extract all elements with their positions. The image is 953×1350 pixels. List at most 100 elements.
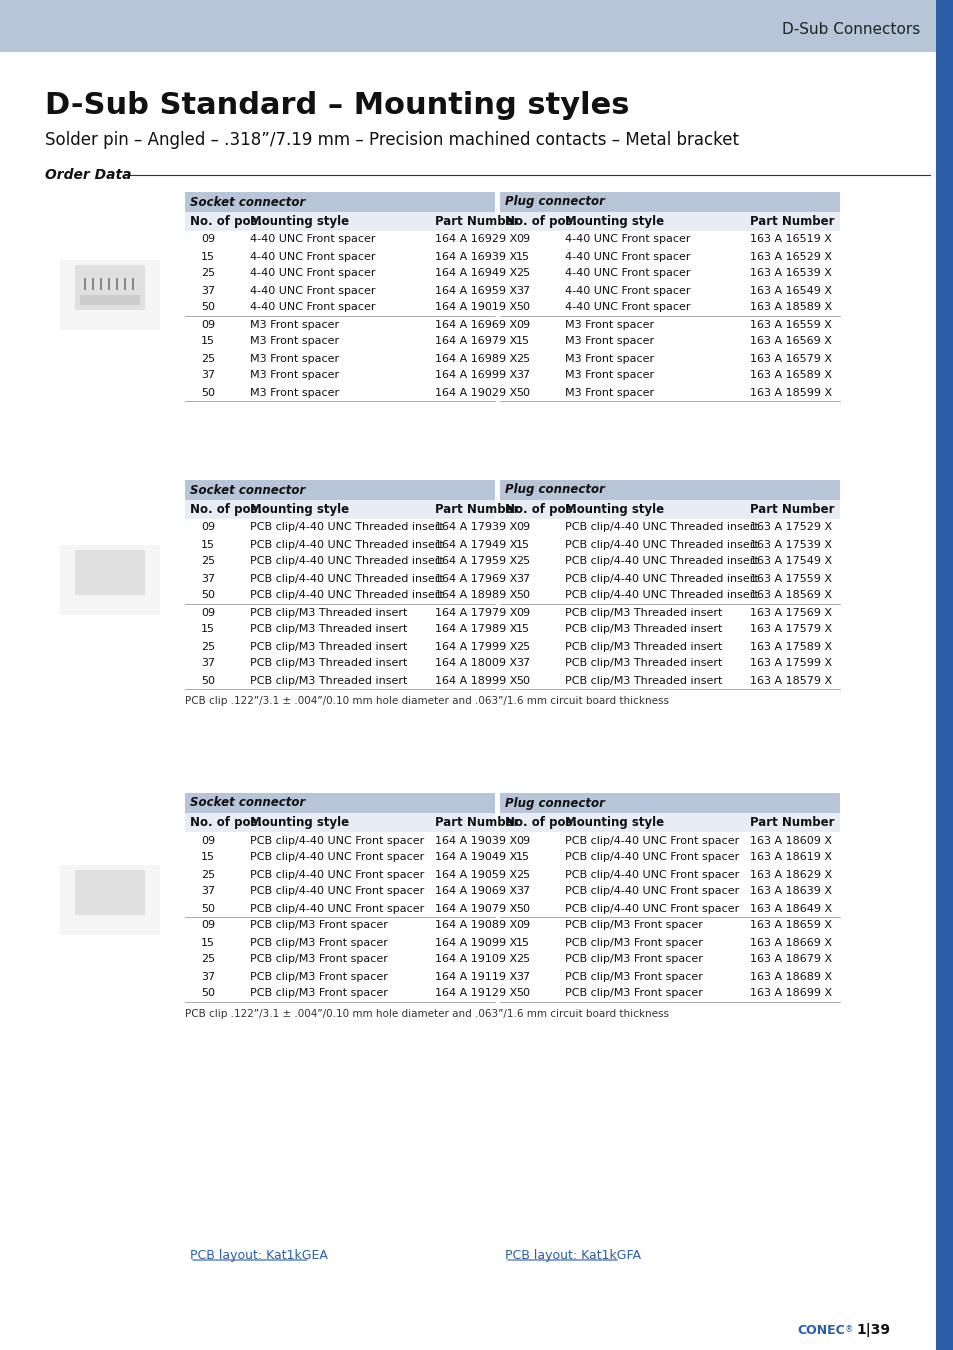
Text: 4-40 UNC Front spacer: 4-40 UNC Front spacer — [564, 251, 690, 262]
Text: PCB clip/M3 Front spacer: PCB clip/M3 Front spacer — [564, 921, 702, 930]
Text: 163 A 16519 X: 163 A 16519 X — [749, 235, 831, 244]
Text: 4-40 UNC Front spacer: 4-40 UNC Front spacer — [250, 302, 375, 312]
Text: 164 A 16959 X: 164 A 16959 X — [435, 285, 517, 296]
Bar — [108, 278, 110, 290]
Bar — [185, 192, 495, 212]
Text: 163 A 18609 X: 163 A 18609 X — [749, 836, 831, 845]
Text: 163 A 17569 X: 163 A 17569 X — [749, 608, 831, 617]
Text: M3 Front spacer: M3 Front spacer — [250, 370, 338, 381]
Text: PCB clip/M3 Threaded insert: PCB clip/M3 Threaded insert — [564, 675, 721, 686]
Text: 09: 09 — [516, 608, 530, 617]
Text: M3 Front spacer: M3 Front spacer — [250, 320, 338, 329]
Text: 164 A 19069 X: 164 A 19069 X — [435, 887, 517, 896]
Text: PCB clip/4-40 UNC Threaded insert: PCB clip/4-40 UNC Threaded insert — [250, 540, 443, 549]
Text: 25: 25 — [516, 869, 530, 879]
Text: 37: 37 — [201, 972, 214, 981]
Text: 164 A 19019 X: 164 A 19019 X — [435, 302, 517, 312]
Text: PCB clip/4-40 UNC Threaded insert: PCB clip/4-40 UNC Threaded insert — [250, 522, 443, 532]
Text: 164 A 17999 X: 164 A 17999 X — [435, 641, 517, 652]
Text: 37: 37 — [201, 370, 214, 381]
Text: 164 A 17949 X: 164 A 17949 X — [435, 540, 517, 549]
Text: 50: 50 — [516, 988, 530, 999]
Text: 163 A 17549 X: 163 A 17549 X — [749, 556, 831, 567]
Text: 15: 15 — [201, 540, 214, 549]
Text: PCB clip/4-40 UNC Front spacer: PCB clip/4-40 UNC Front spacer — [564, 903, 739, 914]
Text: 09: 09 — [516, 522, 530, 532]
Bar — [185, 481, 495, 500]
Text: PCB clip/M3 Front spacer: PCB clip/M3 Front spacer — [250, 972, 388, 981]
Text: 15: 15 — [201, 251, 214, 262]
Text: 15: 15 — [201, 937, 214, 948]
Text: M3 Front spacer: M3 Front spacer — [250, 354, 338, 363]
Text: M3 Front spacer: M3 Front spacer — [564, 370, 654, 381]
Bar — [132, 278, 133, 290]
Text: 09: 09 — [201, 235, 214, 244]
Text: 163 A 18579 X: 163 A 18579 X — [749, 675, 831, 686]
Text: 25: 25 — [516, 269, 530, 278]
Text: 50: 50 — [201, 302, 214, 312]
Text: Part Number: Part Number — [435, 215, 519, 228]
Text: 164 A 19089 X: 164 A 19089 X — [435, 921, 517, 930]
Bar — [185, 792, 495, 813]
Text: 15: 15 — [516, 540, 530, 549]
Text: 50: 50 — [516, 387, 530, 397]
Text: 4-40 UNC Front spacer: 4-40 UNC Front spacer — [564, 269, 690, 278]
Text: 50: 50 — [201, 988, 214, 999]
Text: PCB clip/M3 Threaded insert: PCB clip/M3 Threaded insert — [564, 641, 721, 652]
Text: PCB clip/4-40 UNC Front spacer: PCB clip/4-40 UNC Front spacer — [564, 887, 739, 896]
Text: 50: 50 — [516, 590, 530, 601]
Text: PCB clip/M3 Front spacer: PCB clip/M3 Front spacer — [250, 921, 388, 930]
Text: No. of pos.: No. of pos. — [190, 815, 262, 829]
Text: D-Sub Standard – Mounting styles: D-Sub Standard – Mounting styles — [45, 90, 629, 120]
Text: Mounting style: Mounting style — [564, 215, 663, 228]
Text: 25: 25 — [201, 869, 214, 879]
Text: PCB clip/M3 Front spacer: PCB clip/M3 Front spacer — [250, 954, 388, 964]
Text: PCB layout: Kat1kGFA: PCB layout: Kat1kGFA — [504, 1249, 640, 1261]
Bar — [499, 500, 840, 518]
Text: 37: 37 — [201, 574, 214, 583]
Text: ®: ® — [844, 1326, 852, 1335]
Text: M3 Front spacer: M3 Front spacer — [250, 387, 338, 397]
Text: 09: 09 — [516, 235, 530, 244]
Text: Solder pin – Angled – .318”/7.19 mm – Precision machined contacts – Metal bracke: Solder pin – Angled – .318”/7.19 mm – Pr… — [45, 131, 739, 148]
Text: 164 A 18999 X: 164 A 18999 X — [435, 675, 517, 686]
Text: PCB clip/M3 Threaded insert: PCB clip/M3 Threaded insert — [250, 641, 407, 652]
Bar — [80, 296, 140, 305]
Text: Mounting style: Mounting style — [250, 504, 349, 516]
Bar — [499, 212, 840, 231]
Text: 164 A 17969 X: 164 A 17969 X — [435, 574, 517, 583]
Text: Mounting style: Mounting style — [564, 504, 663, 516]
Text: 164 A 19129 X: 164 A 19129 X — [435, 988, 517, 999]
Text: Plug connector: Plug connector — [504, 483, 604, 497]
Text: PCB clip .122”/3.1 ± .004”/0.10 mm hole diameter and .063”/1.6 mm circuit board : PCB clip .122”/3.1 ± .004”/0.10 mm hole … — [185, 697, 668, 706]
Text: 50: 50 — [201, 903, 214, 914]
Text: M3 Front spacer: M3 Front spacer — [564, 387, 654, 397]
Text: PCB clip/4-40 UNC Threaded insert: PCB clip/4-40 UNC Threaded insert — [564, 574, 758, 583]
Text: 164 A 16979 X: 164 A 16979 X — [435, 336, 517, 347]
Text: 164 A 16969 X: 164 A 16969 X — [435, 320, 517, 329]
Text: M3 Front spacer: M3 Front spacer — [250, 336, 338, 347]
Text: 163 A 17579 X: 163 A 17579 X — [749, 625, 831, 634]
Text: 25: 25 — [201, 954, 214, 964]
Text: 164 A 19049 X: 164 A 19049 X — [435, 852, 517, 863]
Text: 164 A 18009 X: 164 A 18009 X — [435, 659, 517, 668]
Text: 163 A 18689 X: 163 A 18689 X — [749, 972, 831, 981]
Text: No. of pos.: No. of pos. — [504, 215, 577, 228]
Bar — [75, 549, 145, 595]
Bar — [60, 865, 160, 936]
Text: 37: 37 — [201, 659, 214, 668]
Text: 37: 37 — [201, 887, 214, 896]
Text: 09: 09 — [201, 522, 214, 532]
Bar — [60, 261, 160, 329]
Text: PCB clip/4-40 UNC Threaded insert: PCB clip/4-40 UNC Threaded insert — [250, 574, 443, 583]
Text: Mounting style: Mounting style — [250, 215, 349, 228]
Bar — [75, 265, 145, 310]
Text: 37: 37 — [516, 887, 530, 896]
Text: 164 A 17979 X: 164 A 17979 X — [435, 608, 517, 617]
Text: 50: 50 — [516, 675, 530, 686]
Text: 25: 25 — [516, 954, 530, 964]
Text: 37: 37 — [516, 659, 530, 668]
Text: PCB clip/4-40 UNC Front spacer: PCB clip/4-40 UNC Front spacer — [250, 836, 424, 845]
Text: 50: 50 — [516, 302, 530, 312]
Text: 164 A 17939 X: 164 A 17939 X — [435, 522, 517, 532]
